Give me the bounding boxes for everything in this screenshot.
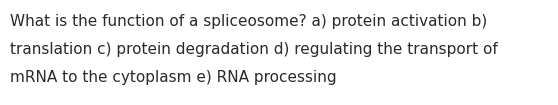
Text: What is the function of a spliceosome? a) protein activation b): What is the function of a spliceosome? a… xyxy=(10,14,487,29)
Text: translation c) protein degradation d) regulating the transport of: translation c) protein degradation d) re… xyxy=(10,42,498,57)
Text: mRNA to the cytoplasm e) RNA processing: mRNA to the cytoplasm e) RNA processing xyxy=(10,70,336,85)
